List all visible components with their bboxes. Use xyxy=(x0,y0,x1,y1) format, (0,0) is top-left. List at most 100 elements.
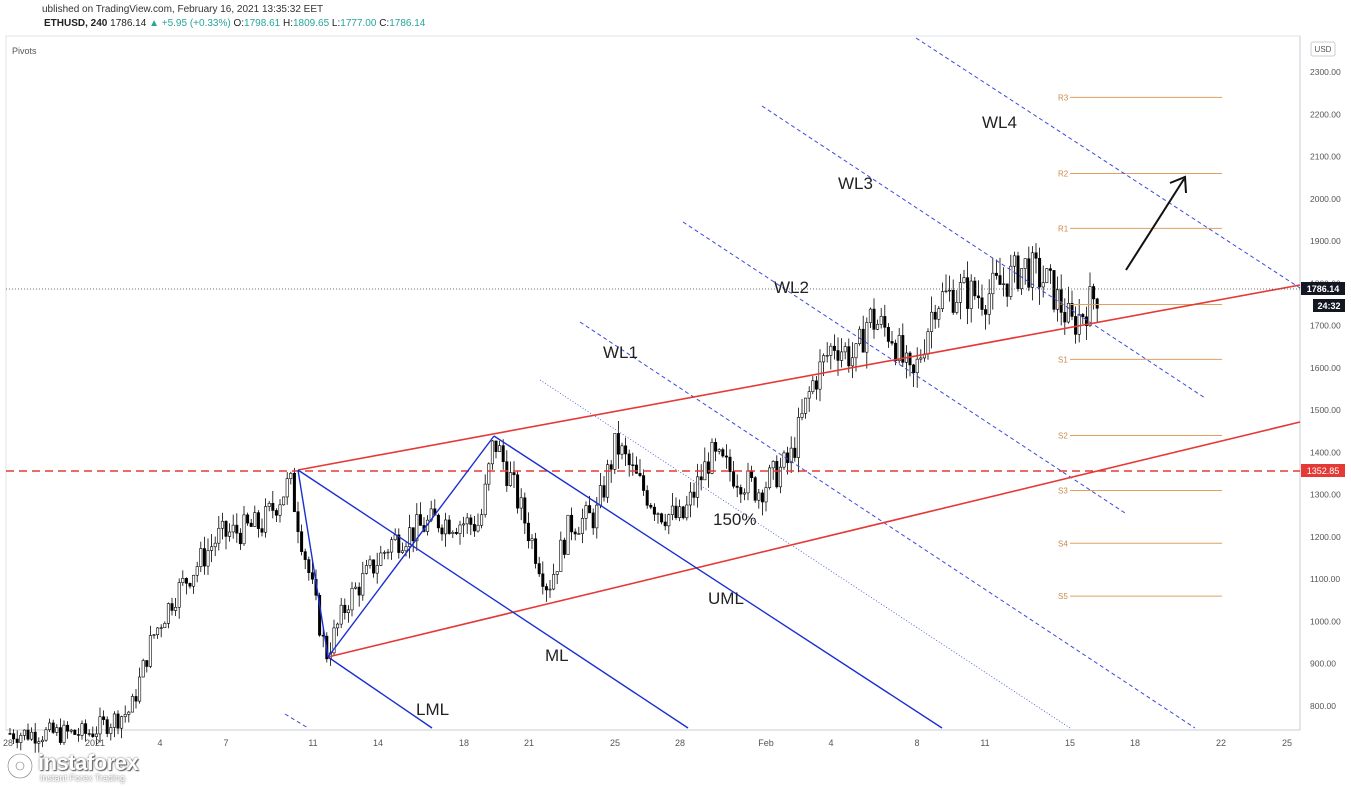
candle-body xyxy=(562,539,566,555)
annotation-uml: UML xyxy=(708,589,744,608)
candle-body xyxy=(609,464,613,470)
logo-tagline: Instant Forex Trading xyxy=(40,773,126,783)
candle-body xyxy=(868,308,872,323)
price-tick-label: 1000.00 xyxy=(1310,616,1341,626)
pivot-label-s2: S2 xyxy=(1058,431,1068,440)
price-tick-label: 1400.00 xyxy=(1310,447,1341,457)
pivot-label-r1: R1 xyxy=(1058,224,1069,233)
low-label: L: xyxy=(331,18,341,29)
candle-body xyxy=(264,506,268,533)
symbol-label[interactable]: ETHUSD, 240 xyxy=(44,18,108,29)
candle-body xyxy=(667,514,671,527)
candle-body xyxy=(51,722,55,733)
price-tick-label: 2000.00 xyxy=(1310,194,1341,204)
pitchfork-lower-line xyxy=(327,656,433,729)
candle-body xyxy=(775,461,779,488)
candle-body xyxy=(246,514,250,524)
currency-button[interactable] xyxy=(1310,41,1336,57)
candle-body xyxy=(174,606,178,611)
price-tick-label: 1500.00 xyxy=(1310,405,1341,415)
open-label: O: xyxy=(233,18,245,29)
candle-body xyxy=(811,380,815,392)
logo-mark-icon xyxy=(6,752,34,780)
candle-body xyxy=(249,522,253,527)
candle-body xyxy=(66,724,70,732)
price-tick-label: 2100.00 xyxy=(1310,152,1341,162)
candle-body xyxy=(73,729,77,735)
time-tick-label: 28 xyxy=(675,738,685,748)
candle-body xyxy=(451,532,455,534)
candle-body xyxy=(994,272,998,276)
candle-body xyxy=(480,514,484,526)
candle-body xyxy=(688,491,692,506)
candle-body xyxy=(303,551,307,560)
candle-body xyxy=(534,538,538,564)
candle-body xyxy=(789,447,793,464)
annotation-lml: LML xyxy=(416,700,449,719)
candle-body xyxy=(458,524,462,534)
candle-body xyxy=(912,364,916,373)
candle-body xyxy=(829,345,833,356)
candle-body xyxy=(624,445,628,455)
candle-body xyxy=(879,316,883,325)
candle-body xyxy=(217,527,221,544)
candle-body xyxy=(771,461,775,469)
annotation-wl4: WL4 xyxy=(982,113,1017,132)
candle-body xyxy=(242,514,246,545)
candle-body xyxy=(840,351,844,361)
candle-body xyxy=(109,727,113,734)
candle-body xyxy=(444,519,448,535)
time-tick-label: 21 xyxy=(524,738,534,748)
candle-body xyxy=(267,503,271,507)
annotation-150: 150% xyxy=(713,510,756,529)
candle-body xyxy=(354,586,358,589)
candle-body xyxy=(627,453,631,466)
price-axis[interactable]: 2300.002200.002100.002000.001900.001800.… xyxy=(1310,67,1341,711)
candle-body xyxy=(476,524,480,532)
candle-body xyxy=(1048,268,1052,271)
candle-body xyxy=(202,548,206,567)
candle-body xyxy=(732,471,736,487)
candle-body xyxy=(177,582,181,608)
time-axis[interactable]: 28 2021 4 7 11 14 18 21 25 28 Feb 4 8 11 15 18 22 25 xyxy=(3,738,1292,748)
candle-body xyxy=(141,660,145,678)
candle-body xyxy=(400,550,404,553)
candle-body xyxy=(591,512,595,529)
candle-body xyxy=(825,355,829,357)
candle-body xyxy=(1088,286,1092,327)
candle-body xyxy=(786,452,790,464)
channel-lower-line xyxy=(327,421,1301,658)
candle-body xyxy=(253,512,257,527)
candle-body xyxy=(156,627,160,635)
candle-body xyxy=(494,440,498,452)
candle-body xyxy=(735,485,739,488)
candle-body xyxy=(58,727,62,743)
candle-body xyxy=(519,497,523,509)
candle-body xyxy=(372,559,376,574)
close-value: 1786.14 xyxy=(389,18,426,29)
warning-line-2 xyxy=(682,221,1126,514)
currency-button-label[interactable]: USD xyxy=(1315,45,1332,54)
candle-body xyxy=(814,380,818,390)
annotation-wl3: WL3 xyxy=(838,174,873,193)
candle-body xyxy=(649,504,653,508)
candle-body xyxy=(645,490,649,506)
candle-body xyxy=(1030,252,1034,288)
candle-body xyxy=(800,413,804,418)
pitchfork-handle xyxy=(327,435,495,658)
pivot-label-s1: S1 xyxy=(1058,355,1068,364)
change-value: ▲ +5.95 (+0.33%) xyxy=(149,18,231,29)
candle-body xyxy=(674,505,678,518)
level-price-text: 1352.85 xyxy=(1307,466,1340,476)
candle-body xyxy=(555,571,559,575)
candle-body xyxy=(566,514,570,555)
candle-body xyxy=(602,485,606,498)
candle-body xyxy=(436,514,440,529)
candle-body xyxy=(285,478,289,498)
low-value: 1777.00 xyxy=(340,18,377,29)
candle-body xyxy=(678,506,682,518)
candle-body xyxy=(850,357,854,367)
time-tick-label: 4 xyxy=(828,738,833,748)
candle-body xyxy=(595,504,599,529)
